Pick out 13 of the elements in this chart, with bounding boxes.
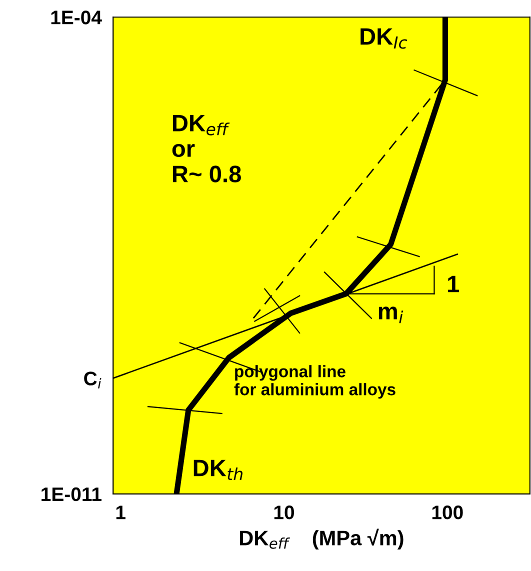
x-tick-label: 100 (432, 506, 463, 520)
y-tick-label: 1E-011 (42, 487, 102, 502)
x-tick-label: 10 (274, 506, 294, 520)
annotation: DK$_{th}$ (194, 460, 242, 480)
annotation: m$_{i}$ (378, 306, 404, 324)
x-tick-label: 1 (116, 506, 126, 520)
annotation: 1 (448, 276, 460, 292)
y-tick-label: C$_{i}$ (84, 372, 102, 388)
annotation: polygonal line for aluminium alloys (234, 365, 396, 399)
annotation: DK$_{eff}$ or R~ 0.8 (172, 115, 241, 182)
annotation: DK$_{Ic}$ (360, 28, 408, 49)
text: DK$_{eff}$ (MPa √m) (240, 528, 404, 550)
y-tick-label: 1E-04 (51, 10, 102, 24)
